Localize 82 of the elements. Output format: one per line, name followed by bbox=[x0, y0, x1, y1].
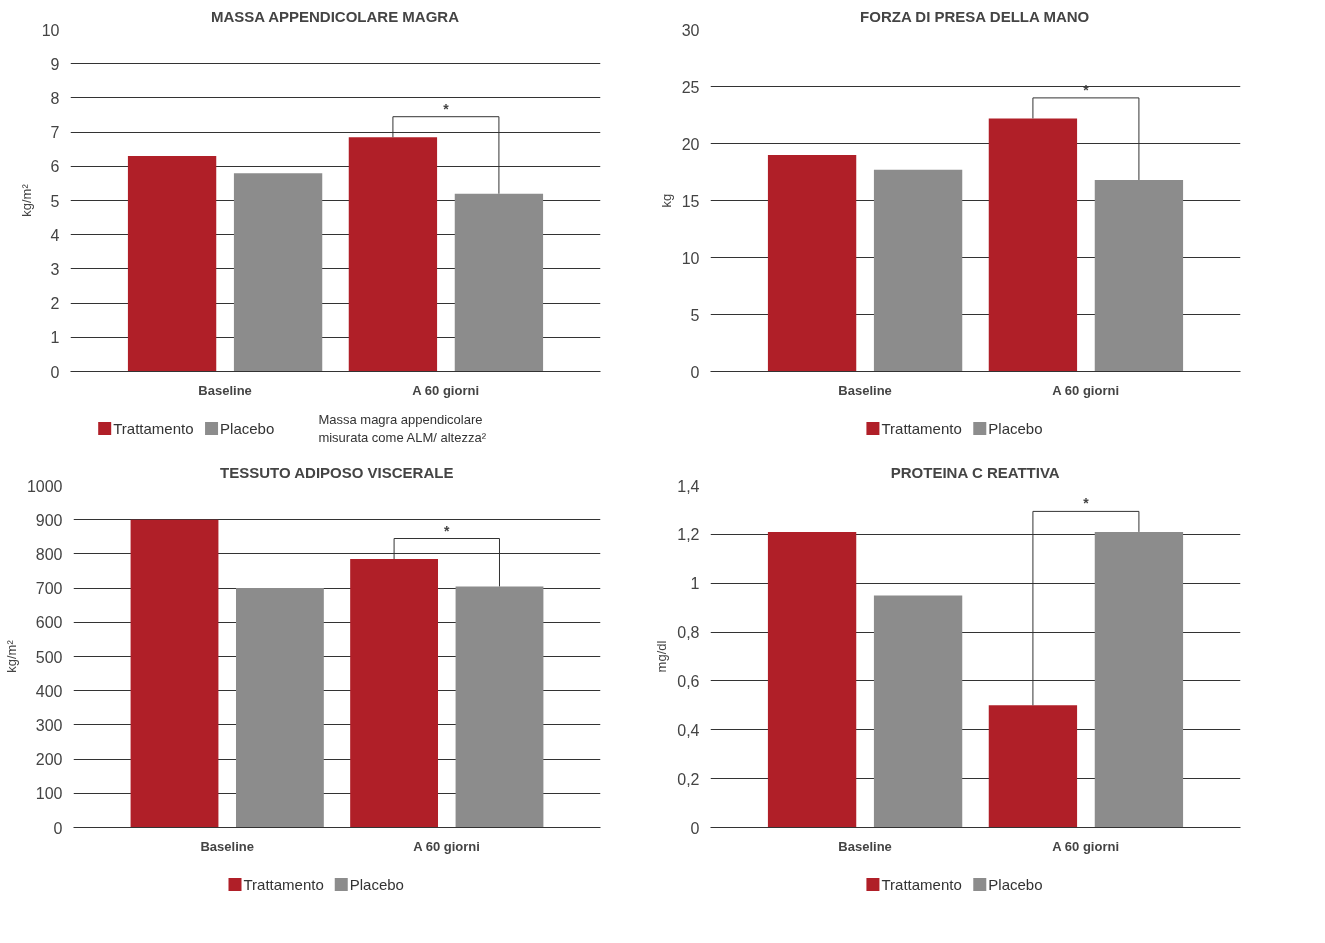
y-tick-label: 0 bbox=[690, 363, 700, 381]
y-tick-label: 30 bbox=[681, 21, 700, 39]
y-tick-label: 800 bbox=[35, 545, 63, 563]
x-tick-label: Baseline bbox=[838, 382, 892, 398]
x-tick-label: Baseline bbox=[198, 382, 252, 398]
y-tick-label: 7 bbox=[50, 124, 60, 142]
y-tick-label: 200 bbox=[35, 751, 63, 769]
chart-title: PROTEINA C REATTIVA bbox=[890, 463, 1060, 481]
y-tick-label: 0,6 bbox=[677, 672, 700, 690]
y-axis-title: kg bbox=[658, 193, 674, 208]
legend-label: Placebo bbox=[988, 420, 1043, 437]
annotation: * bbox=[443, 100, 450, 117]
bar bbox=[130, 519, 219, 828]
bar bbox=[873, 595, 963, 828]
y-tick-label: 9 bbox=[50, 55, 60, 73]
y-tick-label: 1000 bbox=[26, 477, 63, 495]
bar bbox=[350, 559, 439, 828]
legend-label: Trattamento bbox=[243, 876, 324, 893]
y-tick-label: 3 bbox=[50, 260, 60, 278]
y-tick-label: 0 bbox=[53, 819, 63, 837]
legend-label: Trattamento bbox=[881, 876, 962, 893]
y-tick-label: 2 bbox=[50, 295, 60, 313]
text: Massa magra appendicolare misurata come ALM/ altezza² bbox=[318, 412, 487, 445]
y-axis-title: kg/m² bbox=[3, 639, 19, 673]
bar bbox=[233, 173, 323, 372]
y-tick-label: 10 bbox=[681, 249, 700, 267]
y-tick-label: 600 bbox=[35, 614, 63, 632]
y-tick-label: 10 bbox=[41, 21, 60, 39]
y-tick-label: 25 bbox=[681, 78, 700, 96]
bar bbox=[348, 137, 438, 372]
y-tick-label: 700 bbox=[35, 580, 63, 598]
y-tick-label: 100 bbox=[35, 785, 63, 803]
y-tick-label: 300 bbox=[35, 716, 63, 734]
legend-label: Placebo bbox=[349, 876, 404, 893]
bar bbox=[873, 169, 963, 372]
y-axis-title: mg/dl bbox=[654, 640, 670, 673]
y-tick-label: 20 bbox=[681, 135, 700, 153]
bar bbox=[454, 193, 544, 372]
bar bbox=[1094, 531, 1184, 828]
bar bbox=[455, 586, 544, 828]
bar bbox=[988, 118, 1078, 372]
y-tick-label: 1 bbox=[50, 329, 60, 347]
y-tick-label: 5 bbox=[50, 192, 60, 210]
x-tick-label: Baseline bbox=[838, 838, 892, 854]
chart-title: TESSUTO ADIPOSO VISCERALE bbox=[220, 463, 454, 481]
bar bbox=[127, 156, 217, 372]
y-tick-label: 5 bbox=[690, 306, 700, 324]
bar bbox=[767, 154, 857, 372]
bar bbox=[988, 705, 1078, 828]
y-axis-title: kg/m² bbox=[18, 183, 34, 217]
x-tick-label: A 60 giorni bbox=[412, 382, 480, 398]
y-tick-label: 1,4 bbox=[677, 477, 700, 495]
y-tick-label: 0 bbox=[50, 363, 60, 381]
annotation: * bbox=[444, 522, 451, 539]
y-tick-label: 8 bbox=[50, 89, 60, 107]
x-tick-label: A 60 giorni bbox=[413, 838, 480, 854]
y-tick-label: 0 bbox=[690, 819, 700, 837]
y-tick-label: 0,2 bbox=[677, 770, 700, 788]
legend-label: Trattamento bbox=[113, 420, 194, 437]
chart-title: FORZA DI PRESA DELLA MANO bbox=[860, 7, 1090, 25]
y-tick-label: 15 bbox=[681, 192, 700, 210]
y-tick-label: 0,8 bbox=[677, 624, 700, 642]
x-tick-label: Baseline bbox=[200, 838, 254, 854]
x-tick-label: A 60 giorni bbox=[1052, 382, 1120, 398]
y-tick-label: 400 bbox=[35, 682, 63, 700]
legend-label: Placebo bbox=[988, 876, 1043, 893]
legend-label: Placebo bbox=[220, 420, 275, 437]
legend-label: Trattamento bbox=[881, 420, 962, 437]
y-tick-label: 1,2 bbox=[677, 526, 700, 544]
y-tick-label: 500 bbox=[35, 648, 63, 666]
bar bbox=[235, 588, 324, 828]
x-tick-label: A 60 giorni bbox=[1052, 838, 1120, 854]
y-tick-label: 1 bbox=[690, 575, 700, 593]
bar bbox=[1094, 179, 1184, 372]
y-tick-label: 6 bbox=[50, 158, 60, 176]
annotation: * bbox=[1083, 81, 1090, 98]
y-tick-label: 0,4 bbox=[677, 721, 700, 739]
bar bbox=[767, 531, 857, 828]
annotation: * bbox=[1083, 495, 1090, 512]
y-tick-label: 4 bbox=[50, 226, 60, 244]
y-tick-label: 900 bbox=[35, 511, 63, 529]
chart-title: MASSA APPENDICOLARE MAGRA bbox=[210, 7, 460, 25]
